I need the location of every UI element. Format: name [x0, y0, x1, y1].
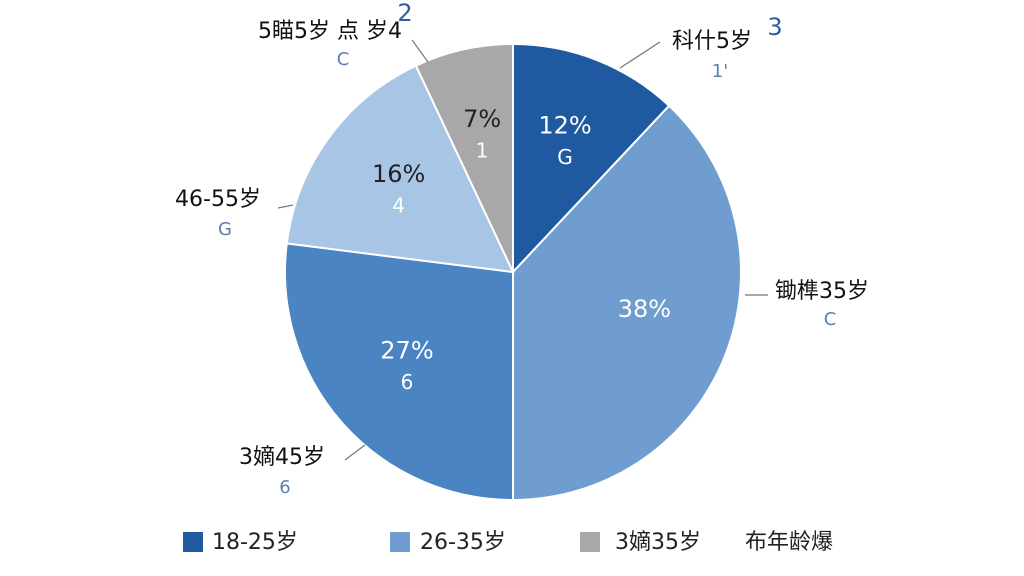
value-label: 12%	[538, 112, 591, 140]
outer-label: 锄榫35岁	[775, 279, 869, 304]
legend-marker	[390, 532, 410, 552]
outer-label: 科什5岁	[672, 29, 752, 54]
pie-slice	[414, 42, 514, 273]
inner-label: 4	[392, 193, 405, 217]
value-label: 16%	[372, 160, 425, 188]
pie-slice	[512, 42, 671, 275]
pie-slice	[284, 242, 514, 502]
outer-extra-label: 2	[397, 0, 412, 27]
outer-extra-label: 3	[767, 13, 782, 41]
outer-sub-label: C	[337, 49, 350, 70]
legend-label: 26-35岁	[420, 530, 506, 555]
pie-slice	[512, 104, 742, 502]
inner-label: 6	[401, 370, 414, 394]
outer-sub-label: 1'	[712, 61, 728, 82]
outer-label: 3嫡45岁	[239, 445, 325, 470]
legend-marker	[580, 532, 600, 552]
outer-sub-label: C	[824, 309, 837, 330]
inner-label: G	[557, 145, 573, 169]
outer-sub-label: 6	[279, 477, 290, 498]
leader-line	[411, 39, 429, 63]
value-label: 27%	[380, 336, 433, 364]
legend-label: 3嫡35岁	[615, 530, 701, 555]
legend-marker	[183, 532, 203, 552]
value-label: 7%	[463, 105, 501, 133]
legend-label: 布年龄爆	[745, 530, 833, 555]
pie-slice	[285, 64, 515, 274]
outer-label: 5瞄5岁 点 岁4	[258, 19, 402, 44]
inner-label: 1	[476, 139, 489, 163]
leader-line	[277, 204, 294, 209]
leader-line	[344, 444, 366, 461]
outer-label: 46-55岁	[175, 187, 261, 212]
outer-sub-label: G	[218, 219, 232, 240]
leader-line	[619, 41, 661, 69]
value-label: 38%	[618, 295, 671, 323]
legend-label: 18-25岁	[212, 530, 298, 555]
